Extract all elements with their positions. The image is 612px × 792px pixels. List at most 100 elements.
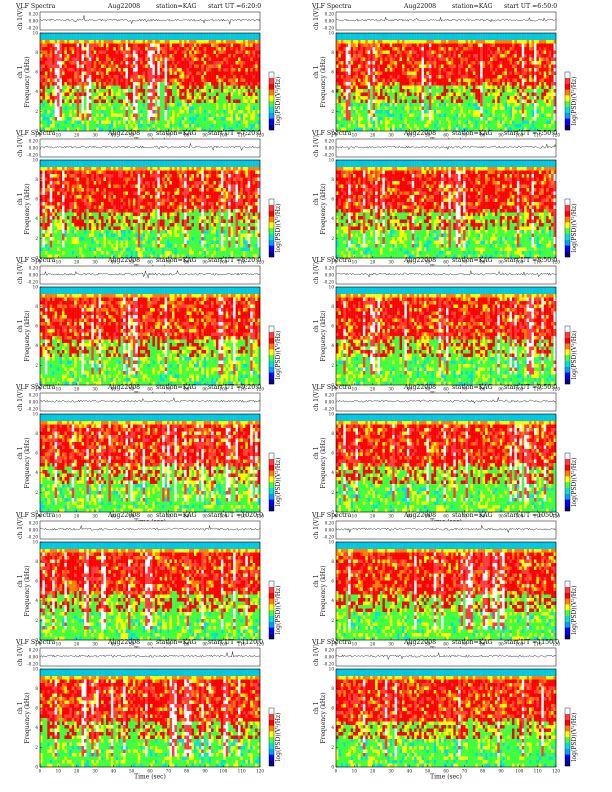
colorbar-label: log(PSD)(V²/Hz) xyxy=(571,586,578,635)
time-tick-label: 0 xyxy=(39,514,42,519)
freq-ylabel: Frequency (kHz) xyxy=(24,310,31,361)
freq-tick-label: 8 xyxy=(331,431,334,436)
title-prefix: VLF Spectra xyxy=(16,639,55,646)
spectrogram-cells xyxy=(40,287,261,386)
waveform-ylabel: ch 1(V) xyxy=(313,517,320,539)
freq-tick-label: 6 xyxy=(35,324,38,329)
time-tick-label: 80 xyxy=(480,260,486,265)
waveform-ylabel: ch 1(V) xyxy=(17,644,24,666)
waveform-tick-label: -0.20 xyxy=(27,152,38,157)
freq-tick-label: 4 xyxy=(331,343,334,348)
freq-tick-label: 4 xyxy=(331,216,334,221)
time-tick-label: 10 xyxy=(352,769,358,774)
time-tick-label: 10 xyxy=(56,387,62,392)
panel-title: VLF Spectra Aug22008 station=KAG start UT =… xyxy=(16,384,286,393)
panel-title: VLF Spectra Aug22008 station=KAG start UT =… xyxy=(312,130,582,139)
freq-tick-label: 4 xyxy=(331,598,334,603)
time-tick-label: 110 xyxy=(534,260,542,265)
title-station: station=KAG xyxy=(156,512,197,519)
waveform-frame xyxy=(39,11,261,31)
time-tick-label: 50 xyxy=(425,514,431,519)
time-tick-label: 60 xyxy=(147,260,153,265)
time-tick-label: 100 xyxy=(219,387,227,392)
waveform-tick-label: -0.20 xyxy=(27,25,38,30)
spectrogram-cells xyxy=(336,414,557,513)
title-start-ut: start UT =9:50:0 xyxy=(504,384,557,391)
freq-tick-label: 10 xyxy=(329,30,335,35)
freq-tick-label: 0 xyxy=(331,255,334,260)
time-tick-label: 70 xyxy=(462,133,468,138)
time-tick-label: 10 xyxy=(352,133,358,138)
freq-tick-label: 10 xyxy=(33,539,39,544)
time-tick-label: 30 xyxy=(388,642,394,647)
time-tick-label: 0 xyxy=(335,387,338,392)
time-tick-label: 60 xyxy=(443,133,449,138)
spectrogram-panel: VLF Spectra Aug22008 station=KAG start UT =… xyxy=(304,130,582,272)
time-tick-label: 120 xyxy=(552,133,560,138)
time-tick-label: 60 xyxy=(443,387,449,392)
time-tick-label: 110 xyxy=(238,514,246,519)
freq-ylabel: Frequency (kHz) xyxy=(24,183,31,234)
waveform-ylabel: ch 1(V) xyxy=(17,389,24,411)
time-tick-label: 0 xyxy=(335,260,338,265)
waveform-tick-label: 0.20 xyxy=(29,265,39,270)
title-start-ut: start UT =1020:0 xyxy=(208,512,263,519)
waveform-line xyxy=(39,142,261,152)
time-tick-label: 90 xyxy=(202,514,208,519)
waveform-ylabel: ch 1(V) xyxy=(313,262,320,284)
panel-title: VLF Spectra Aug22008 station=KAG start UT =… xyxy=(312,257,582,266)
freq-tick-label: 8 xyxy=(35,559,38,564)
time-tick-label: 40 xyxy=(111,387,117,392)
time-tick-label: 0 xyxy=(39,387,42,392)
time-tick-label: 40 xyxy=(111,133,117,138)
time-tick-label: 60 xyxy=(443,769,449,774)
time-tick-label: 90 xyxy=(498,387,504,392)
title-start-ut: start UT =6:50:0 xyxy=(504,3,557,10)
time-tick-label: 0 xyxy=(335,642,338,647)
freq-tick-label: 6 xyxy=(35,706,38,711)
title-prefix: VLF Spectra xyxy=(312,257,351,264)
time-tick-label: 50 xyxy=(129,133,135,138)
time-tick-label: 100 xyxy=(219,514,227,519)
waveform-tick-label: 0.00 xyxy=(29,18,39,23)
freq-tick-label: 4 xyxy=(331,725,334,730)
waveform-frame xyxy=(335,392,557,412)
time-tick-label: 110 xyxy=(534,642,542,647)
waveform-line xyxy=(39,525,261,531)
waveform-line xyxy=(335,652,557,661)
colorbar-label: log(PSD)(V²/Hz) xyxy=(275,204,282,253)
freq-tick-label: 0 xyxy=(35,255,38,260)
freq-tick-label: 10 xyxy=(33,284,39,289)
time-tick-label: 120 xyxy=(256,387,264,392)
waveform-line xyxy=(335,270,557,278)
waveform-tick-label: -0.20 xyxy=(323,152,334,157)
waveform-tick-label: 0.20 xyxy=(29,647,39,652)
time-tick-label: 20 xyxy=(74,642,80,647)
time-tick-label: 80 xyxy=(480,133,486,138)
waveform-tick-label: -0.20 xyxy=(323,279,334,284)
title-date: Aug22008 xyxy=(404,257,436,264)
freq-ylabel: Frequency (kHz) xyxy=(24,437,31,488)
time-tick-label: 60 xyxy=(443,260,449,265)
spectrogram-panel: VLF Spectra Aug22008 station=KAG start UT =… xyxy=(304,3,582,145)
freq-ylabel: Frequency (kHz) xyxy=(320,692,327,743)
title-prefix: VLF Spectra xyxy=(16,384,55,391)
time-tick-label: 0 xyxy=(335,769,338,774)
waveform-tick-label: -0.20 xyxy=(27,534,38,539)
title-prefix: VLF Spectra xyxy=(312,3,351,10)
title-date: Aug22008 xyxy=(108,3,140,10)
panel-title: VLF Spectra Aug22008 station=KAG start UT =… xyxy=(16,3,286,12)
panel-title: VLF Spectra Aug22008 station=KAG start UT =… xyxy=(312,3,582,12)
time-tick-label: 10 xyxy=(352,514,358,519)
freq-tick-label: 8 xyxy=(35,431,38,436)
time-tick-label: 80 xyxy=(480,514,486,519)
waveform-tick-label: 0.00 xyxy=(325,18,335,23)
panel-title: VLF Spectra Aug22008 station=KAG start UT =… xyxy=(16,512,286,521)
title-prefix: VLF Spectra xyxy=(312,384,351,391)
spectrogram-panel: VLF Spectra Aug22008 station=KAG start UT =… xyxy=(8,384,286,526)
time-tick-label: 80 xyxy=(480,642,486,647)
channel-ylabel: ch 1 xyxy=(313,702,320,715)
